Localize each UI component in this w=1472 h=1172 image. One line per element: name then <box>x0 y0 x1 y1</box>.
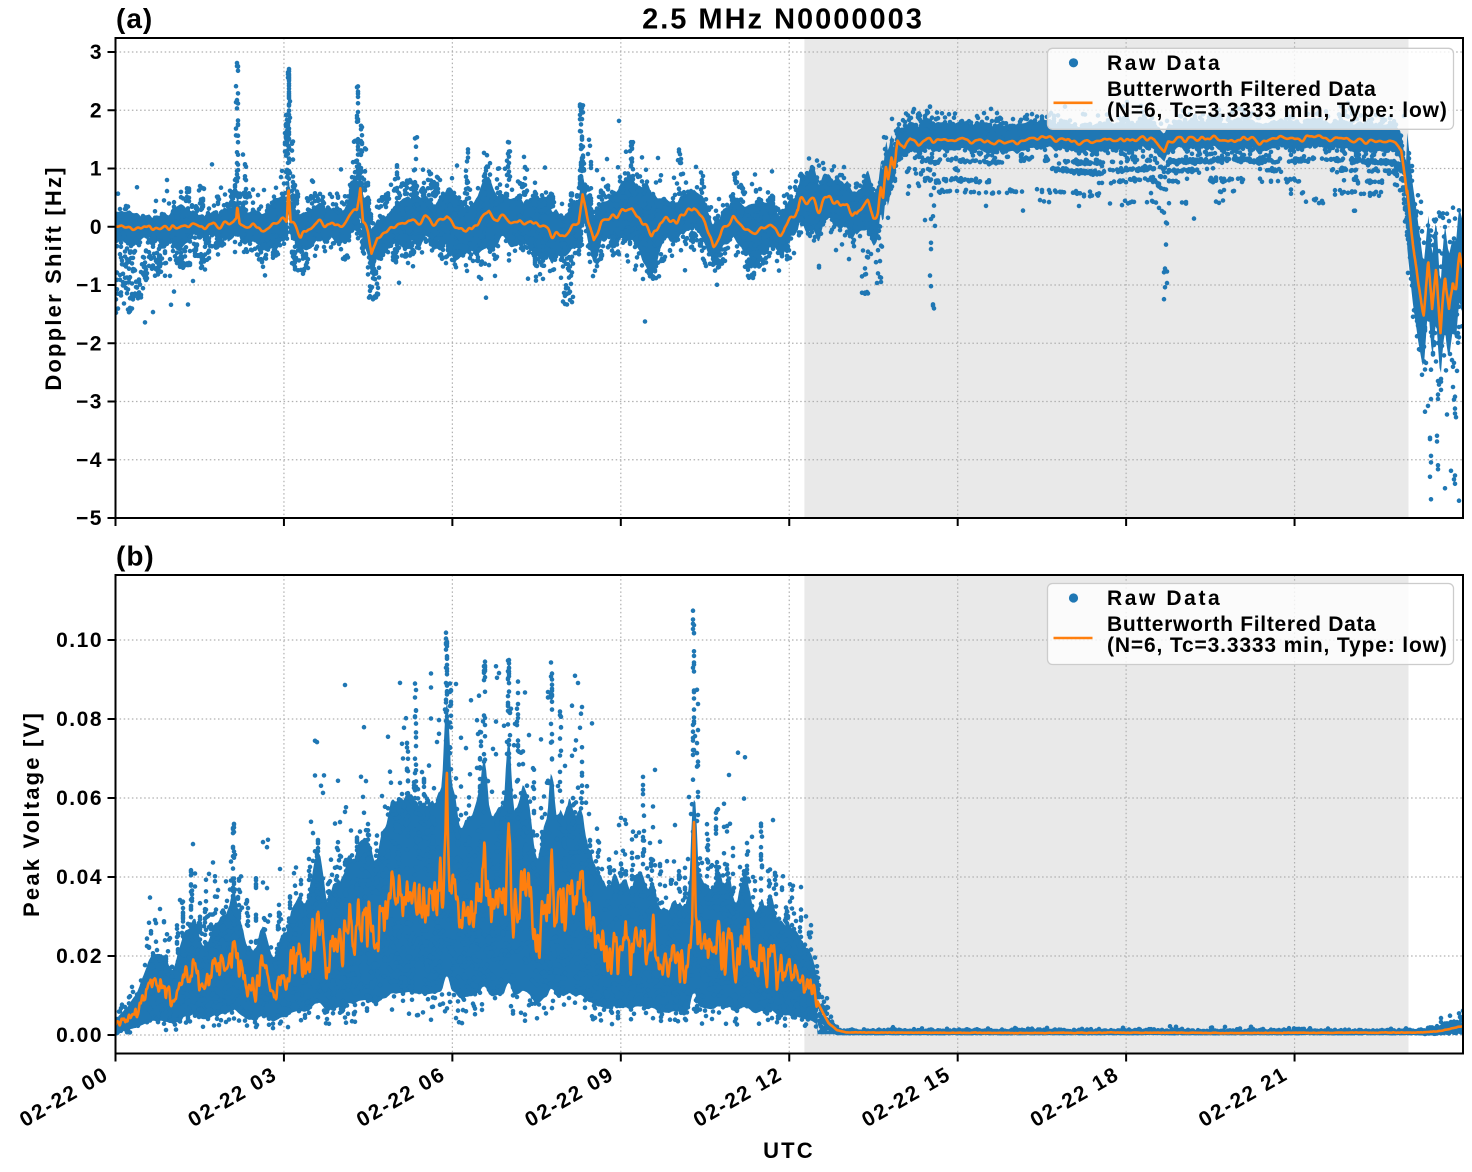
svg-text:−4: −4 <box>76 449 103 472</box>
svg-text:−2: −2 <box>76 332 103 355</box>
svg-text:0: 0 <box>90 216 103 239</box>
svg-text:−3: −3 <box>76 391 103 414</box>
svg-text:(N=6, Tc=3.3333 min, Type: low: (N=6, Tc=3.3333 min, Type: low) <box>1107 634 1448 657</box>
svg-text:0.06: 0.06 <box>56 787 103 810</box>
svg-text:Peak Voltage [V]: Peak Voltage [V] <box>19 711 44 917</box>
svg-text:−1: −1 <box>76 274 103 297</box>
svg-text:UTC: UTC <box>763 1138 815 1163</box>
svg-text:(N=6, Tc=3.3333 min, Type: low: (N=6, Tc=3.3333 min, Type: low) <box>1107 99 1448 122</box>
svg-text:−5: −5 <box>76 507 103 530</box>
svg-text:0.00: 0.00 <box>56 1024 103 1047</box>
svg-text:(b): (b) <box>116 541 155 572</box>
svg-text:Raw Data: Raw Data <box>1107 52 1222 75</box>
svg-text:Butterworth Filtered Data: Butterworth Filtered Data <box>1107 78 1377 101</box>
svg-text:Raw Data: Raw Data <box>1107 587 1222 610</box>
svg-text:1: 1 <box>90 158 103 181</box>
svg-text:(a): (a) <box>116 3 153 34</box>
svg-text:0.08: 0.08 <box>56 708 103 731</box>
svg-text:2.5 MHz N0000003: 2.5 MHz N0000003 <box>642 4 924 36</box>
svg-text:0.04: 0.04 <box>56 866 103 889</box>
svg-text:2: 2 <box>90 99 103 122</box>
svg-text:Butterworth Filtered Data: Butterworth Filtered Data <box>1107 613 1377 636</box>
svg-text:0.02: 0.02 <box>56 945 103 968</box>
svg-text:3: 3 <box>90 41 103 64</box>
svg-text:Doppler Shift [Hz]: Doppler Shift [Hz] <box>41 165 66 390</box>
svg-text:0.10: 0.10 <box>56 629 103 652</box>
